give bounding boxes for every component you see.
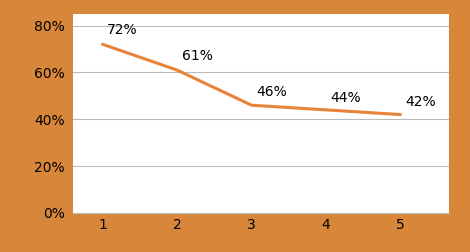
Text: 72%: 72% <box>107 23 138 37</box>
Text: 46%: 46% <box>256 85 287 99</box>
Text: 44%: 44% <box>330 91 361 105</box>
Text: 42%: 42% <box>405 96 436 109</box>
Text: 61%: 61% <box>181 49 212 62</box>
